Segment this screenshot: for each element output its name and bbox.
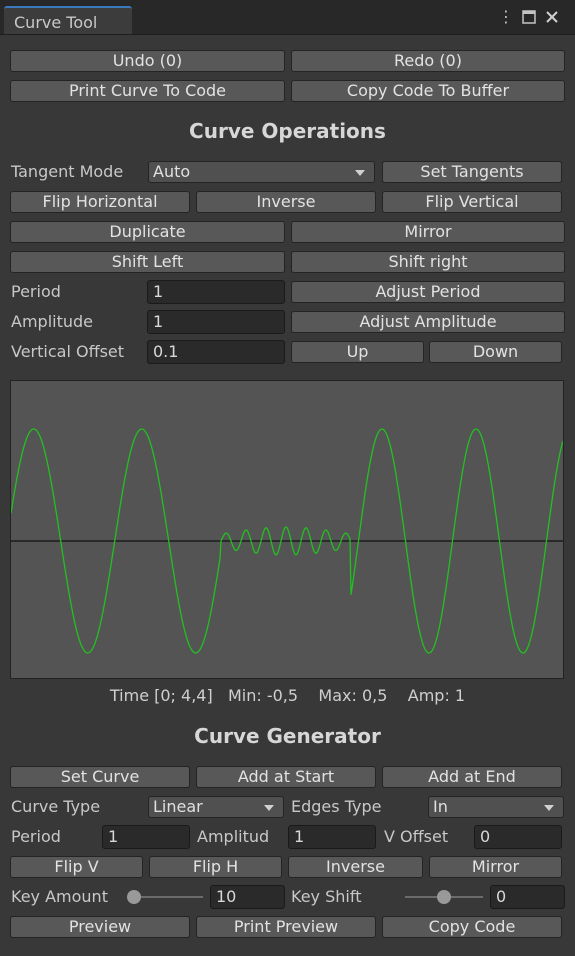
key-shift-field[interactable]: 0: [490, 885, 565, 909]
key-amount-slider[interactable]: [127, 886, 203, 908]
curve-info: Time [0; 4,4] Min: -0,5 Max: 0,5 Amp: 1: [109, 686, 466, 705]
gen-mirror-button[interactable]: Mirror: [429, 856, 562, 878]
shift-left-button[interactable]: Shift Left: [10, 251, 285, 273]
preview-button[interactable]: Preview: [10, 916, 190, 938]
copy-code-gen-button[interactable]: Copy Code: [382, 916, 562, 938]
title-bar: Curve Tool ⋮: [0, 0, 575, 35]
print-curve-button[interactable]: Print Curve To Code: [10, 80, 285, 102]
chevron-down-icon: [355, 170, 365, 176]
gen-period-label: Period: [11, 827, 61, 846]
window-tab-title: Curve Tool: [14, 13, 98, 32]
up-button[interactable]: Up: [291, 341, 424, 363]
redo-button[interactable]: Redo (0): [291, 50, 565, 72]
adjust-period-button[interactable]: Adjust Period: [291, 281, 565, 303]
maximize-icon[interactable]: [521, 9, 537, 25]
chevron-down-icon: [264, 805, 274, 811]
mirror-button[interactable]: Mirror: [291, 221, 565, 243]
curve-preview[interactable]: [10, 380, 564, 679]
vertical-offset-field[interactable]: 0.1: [147, 340, 285, 364]
curve-type-label: Curve Type: [11, 797, 101, 816]
slider-handle[interactable]: [437, 890, 451, 904]
gen-inverse-button[interactable]: Inverse: [288, 856, 423, 878]
gen-amplitud-field[interactable]: 1: [288, 825, 376, 849]
curve-type-value: Linear: [153, 797, 203, 816]
print-preview-button[interactable]: Print Preview: [196, 916, 376, 938]
vertical-offset-label: Vertical Offset: [11, 342, 125, 361]
gen-amplitud-label: Amplitud: [197, 827, 270, 846]
duplicate-button[interactable]: Duplicate: [10, 221, 285, 243]
undo-button[interactable]: Undo (0): [10, 50, 285, 72]
copy-code-button[interactable]: Copy Code To Buffer: [291, 80, 565, 102]
gen-voffset-label: V Offset: [384, 827, 449, 846]
edges-type-value: In: [433, 797, 448, 816]
curve-graph: [10, 428, 564, 654]
chevron-down-icon: [544, 805, 554, 811]
curve-line: [10, 428, 564, 654]
add-at-end-button[interactable]: Add at End: [382, 766, 562, 788]
inverse-button[interactable]: Inverse: [196, 191, 376, 213]
flip-vertical-button[interactable]: Flip Vertical: [382, 191, 562, 213]
tangent-mode-dropdown[interactable]: Auto: [148, 161, 375, 183]
tangent-mode-value: Auto: [153, 162, 191, 181]
amplitude-field[interactable]: 1: [147, 310, 285, 334]
edges-type-dropdown[interactable]: In: [428, 796, 564, 818]
period-label: Period: [11, 282, 61, 301]
key-amount-field[interactable]: 10: [210, 885, 285, 909]
gen-period-field[interactable]: 1: [102, 825, 190, 849]
set-tangents-button[interactable]: Set Tangents: [382, 161, 562, 183]
kebab-menu-icon[interactable]: ⋮: [498, 7, 514, 26]
period-field[interactable]: 1: [147, 280, 285, 304]
down-button[interactable]: Down: [429, 341, 562, 363]
curve-type-dropdown[interactable]: Linear: [148, 796, 284, 818]
edges-type-label: Edges Type: [291, 797, 382, 816]
window-tab[interactable]: Curve Tool: [4, 6, 132, 34]
key-amount-label: Key Amount: [11, 887, 108, 906]
flip-h-button[interactable]: Flip H: [149, 856, 282, 878]
key-shift-slider[interactable]: [405, 886, 483, 908]
set-curve-button[interactable]: Set Curve: [10, 766, 190, 788]
amplitude-label: Amplitude: [11, 312, 93, 331]
key-shift-label: Key Shift: [291, 887, 362, 906]
slider-handle[interactable]: [127, 890, 141, 904]
flip-horizontal-button[interactable]: Flip Horizontal: [10, 191, 190, 213]
adjust-amplitude-button[interactable]: Adjust Amplitude: [291, 311, 565, 333]
flip-v-button[interactable]: Flip V: [10, 856, 143, 878]
gen-voffset-field[interactable]: 0: [474, 825, 562, 849]
curve-operations-title: Curve Operations: [189, 119, 386, 143]
add-at-start-button[interactable]: Add at Start: [196, 766, 376, 788]
tangent-mode-label: Tangent Mode: [11, 162, 124, 181]
close-icon[interactable]: [544, 9, 560, 25]
shift-right-button[interactable]: Shift right: [291, 251, 565, 273]
curve-generator-title: Curve Generator: [194, 724, 381, 748]
